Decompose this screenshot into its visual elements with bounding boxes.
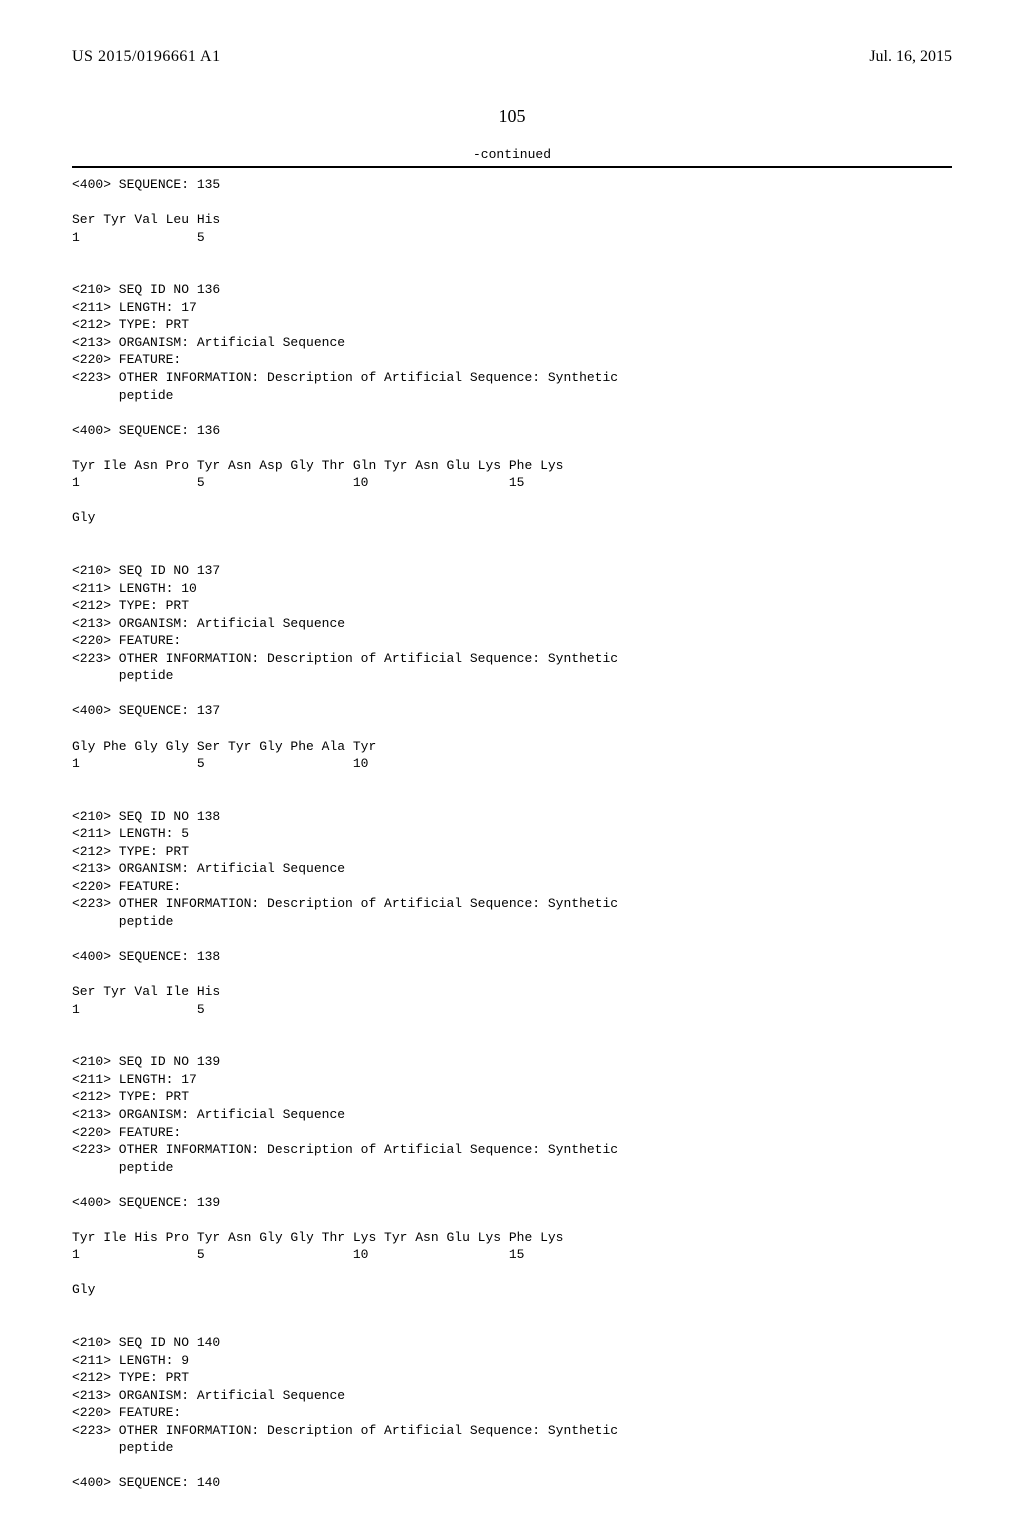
sequence-listing: <400> SEQUENCE: 135 Ser Tyr Val Leu His …	[72, 176, 952, 1492]
publication-date: Jul. 16, 2015	[869, 48, 952, 66]
page-number: 105	[72, 106, 952, 127]
publication-number: US 2015/0196661 A1	[72, 48, 221, 66]
page-header: US 2015/0196661 A1 Jul. 16, 2015	[72, 48, 952, 66]
continued-label: -continued	[72, 147, 952, 162]
section-rule	[72, 166, 952, 168]
